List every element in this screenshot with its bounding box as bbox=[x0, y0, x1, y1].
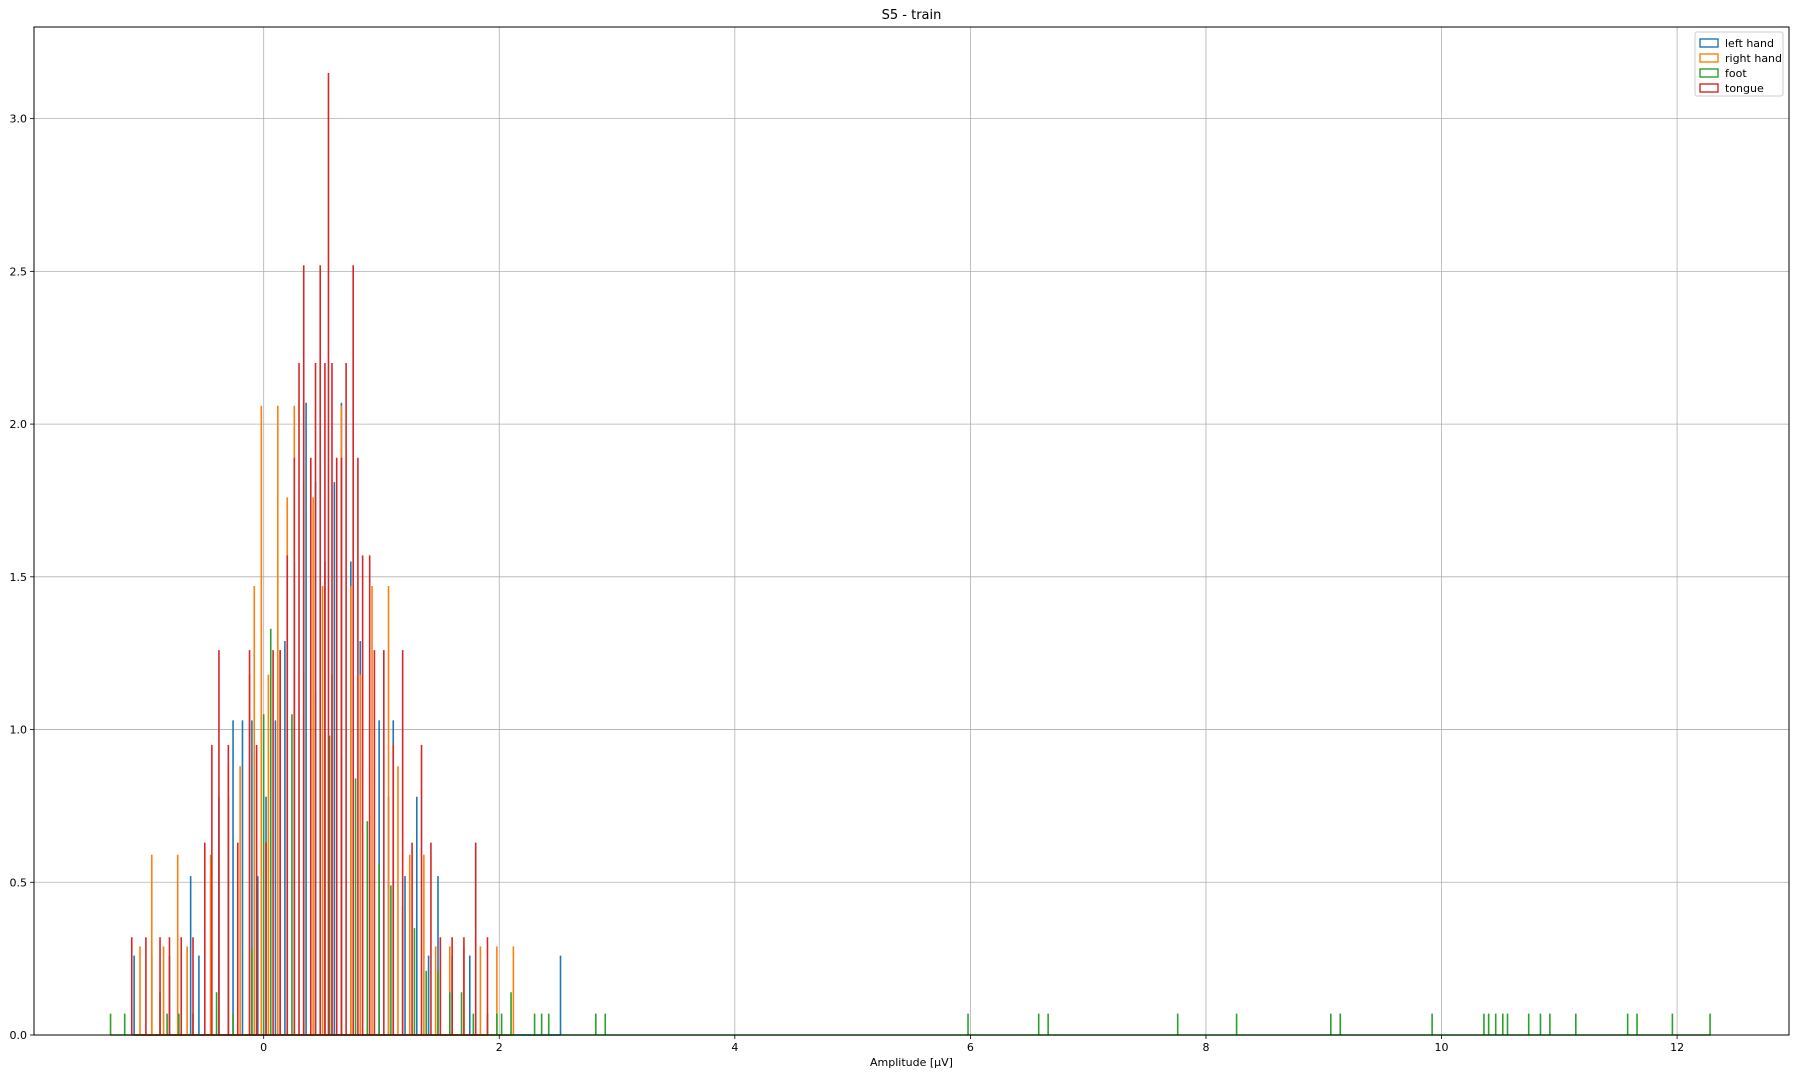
legend-label: right hand bbox=[1725, 52, 1782, 65]
y-tick-label: 0.5 bbox=[10, 876, 28, 889]
legend-swatch bbox=[1699, 83, 1719, 93]
x-tick-label: 8 bbox=[1202, 1041, 1209, 1054]
x-axis-label: Amplitude [μV] bbox=[870, 1056, 953, 1069]
x-tick-label: 2 bbox=[496, 1041, 503, 1054]
x-tick-label: 12 bbox=[1670, 1041, 1684, 1054]
legend-swatch bbox=[1699, 68, 1719, 78]
legend: left hand right hand foot tongue bbox=[1694, 31, 1784, 97]
legend-swatch bbox=[1699, 38, 1719, 48]
ticks: 0 2 4 6 8 10 12 0.0 0.5 1.0 1.5 2.0 2.5 3.0 bbox=[10, 113, 1685, 1054]
legend-label: foot bbox=[1725, 67, 1747, 80]
series-layer bbox=[109, 72, 1711, 1036]
y-tick-label: 1.0 bbox=[10, 724, 28, 737]
x-tick-label: 10 bbox=[1435, 1041, 1449, 1054]
y-tick-label: 2.5 bbox=[10, 265, 28, 278]
plot-frame bbox=[33, 26, 1790, 1036]
y-tick-label: 1.5 bbox=[10, 571, 28, 584]
x-tick-label: 6 bbox=[967, 1041, 974, 1054]
y-tick-label: 0.0 bbox=[10, 1029, 28, 1042]
legend-box bbox=[1694, 31, 1784, 97]
x-tick-label: 4 bbox=[731, 1041, 738, 1054]
y-tick-label: 3.0 bbox=[10, 113, 28, 126]
legend-label: tongue bbox=[1725, 82, 1764, 95]
legend-swatch bbox=[1699, 53, 1719, 63]
chart-title: S5 - train bbox=[882, 8, 942, 23]
y-tick-label: 2.0 bbox=[10, 418, 28, 431]
x-tick-label: 0 bbox=[260, 1041, 267, 1054]
series-tongue bbox=[130, 72, 489, 1036]
legend-label: left hand bbox=[1725, 37, 1774, 50]
